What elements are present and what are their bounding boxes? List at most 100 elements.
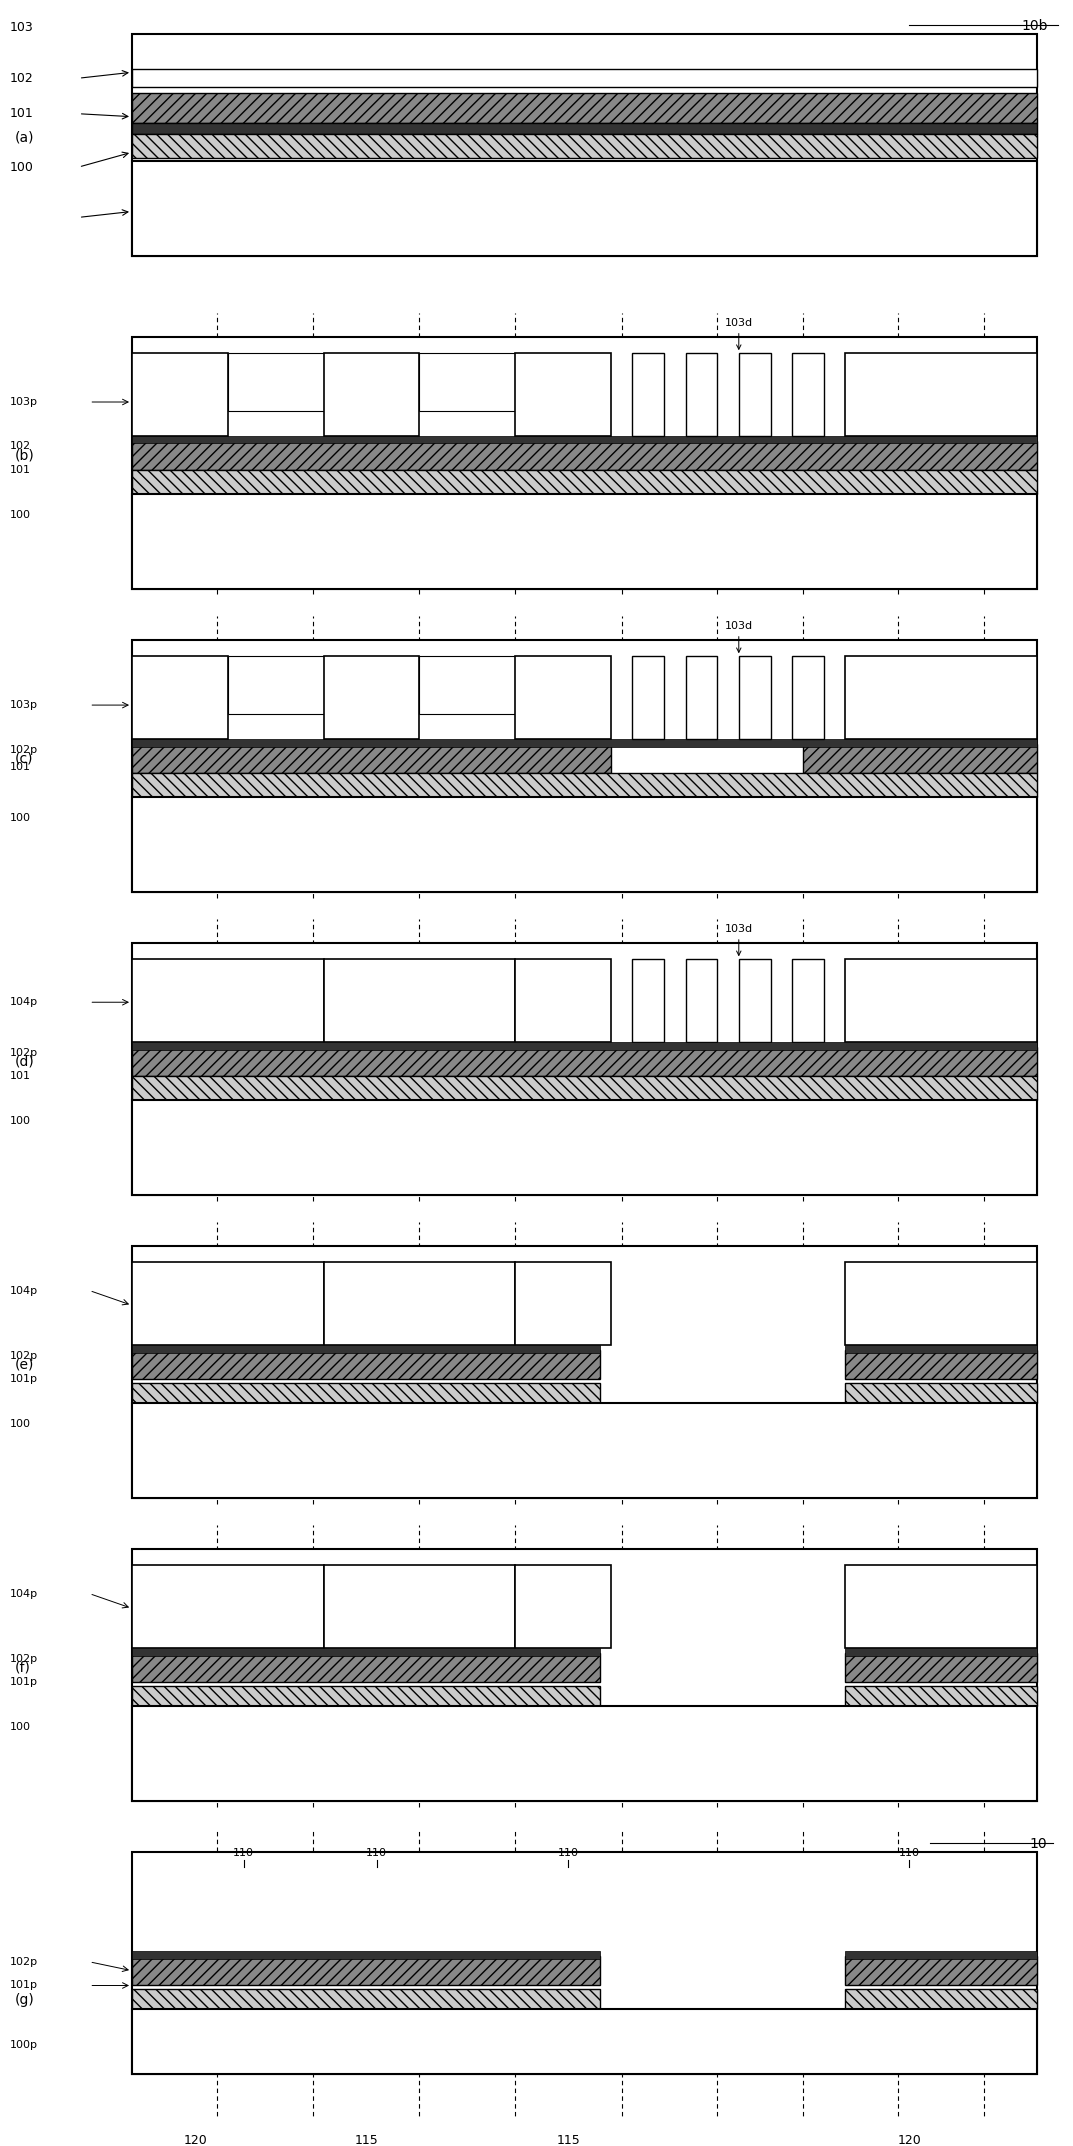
Bar [132,1687,601,1706]
Bar [132,161,1037,255]
Bar [803,743,1037,773]
Bar [227,657,324,715]
Text: 100: 100 [10,1419,30,1429]
Bar [132,337,1037,588]
Bar [739,959,770,1043]
Bar [846,1989,1037,2009]
Bar [132,1043,1037,1049]
Bar [632,959,664,1043]
Text: 102p: 102p [10,1350,38,1361]
Bar [132,1047,1037,1077]
Text: 103d: 103d [724,318,753,350]
Text: 100p: 100p [10,2039,38,2049]
Bar [132,1706,1037,1800]
Bar [132,1549,1037,1800]
Bar [132,436,1037,444]
Text: 102: 102 [10,71,33,84]
Bar [324,354,420,436]
Bar [132,1382,601,1403]
Text: 101p: 101p [10,1373,38,1384]
Text: 120: 120 [897,2133,921,2146]
Text: 101p: 101p [10,1678,38,1687]
Text: 10: 10 [1030,1837,1047,1852]
Bar [132,1648,601,1657]
Text: 100: 100 [10,813,30,822]
Text: 101p: 101p [10,1981,38,1991]
Bar [739,354,770,436]
Bar [132,1350,601,1380]
Bar [846,354,1037,436]
Bar [515,1262,611,1346]
Bar [846,1652,1037,1682]
Bar [132,743,611,773]
Bar [132,1247,1037,1498]
Bar [132,640,1037,891]
Text: (f): (f) [15,1661,31,1674]
Text: 100: 100 [10,509,30,519]
Text: 104p: 104p [10,998,38,1006]
Bar [846,959,1037,1043]
Bar [132,354,227,436]
Text: 103d: 103d [724,620,753,652]
Text: 103p: 103p [10,700,38,710]
Text: 103: 103 [10,21,33,34]
Bar [132,1403,1037,1498]
Text: 110: 110 [233,1848,254,1858]
Bar [792,354,824,436]
Bar [132,1652,601,1682]
Bar [324,1564,515,1648]
Text: 100: 100 [10,161,33,174]
Bar [132,69,1037,88]
Text: 115: 115 [557,2133,580,2146]
Text: 100: 100 [10,1721,30,1732]
Bar [686,657,718,738]
Bar [132,1951,601,1959]
Bar [846,1346,1037,1354]
Text: (g): (g) [15,1994,34,2007]
Text: 102p: 102p [10,1957,38,1966]
Text: 104p: 104p [10,1588,38,1599]
Bar [132,494,1037,588]
Bar [132,122,1037,135]
Bar [515,959,611,1043]
Text: 110: 110 [558,1848,579,1858]
Text: 102p: 102p [10,1047,38,1058]
Bar [132,1262,324,1346]
Bar [632,657,664,738]
Bar [846,1350,1037,1380]
Bar [132,1564,324,1648]
Bar [792,959,824,1043]
Bar [132,942,1037,1195]
Bar [846,1687,1037,1706]
Bar [420,657,515,715]
Text: 103d: 103d [724,925,753,955]
Text: (b): (b) [15,449,34,461]
Text: 102p: 102p [10,745,38,755]
Bar [132,1077,1037,1101]
Text: 101: 101 [10,107,33,120]
Text: 10b: 10b [1021,19,1047,32]
Bar [227,354,324,410]
Text: 103p: 103p [10,397,38,408]
Bar [739,657,770,738]
Bar [515,657,611,738]
Bar [686,354,718,436]
Text: 101: 101 [10,466,30,474]
Bar [132,470,1037,494]
Bar [132,657,227,738]
Bar [132,1955,601,1985]
Bar [846,1951,1037,1959]
Bar [686,959,718,1043]
Text: 102p: 102p [10,1655,38,1663]
Bar [132,440,1037,470]
Text: 110: 110 [366,1848,387,1858]
Bar [324,959,515,1043]
Text: (e): (e) [15,1358,34,1371]
Text: 110: 110 [898,1848,920,1858]
Bar [846,1382,1037,1403]
Bar [846,1648,1037,1657]
Bar [132,92,1037,122]
Text: 104p: 104p [10,1285,38,1296]
Bar [132,959,324,1043]
Bar [846,1564,1037,1648]
